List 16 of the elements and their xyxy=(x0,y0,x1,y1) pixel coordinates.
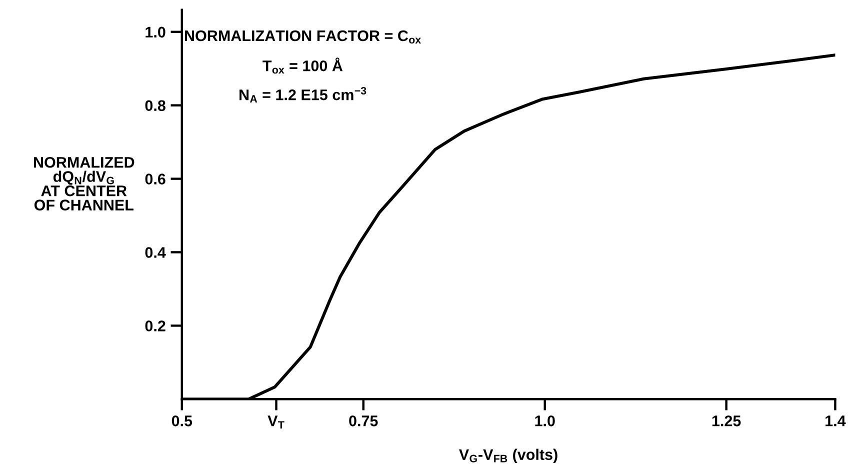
y-tick-label: 1.0 xyxy=(146,26,166,38)
y-tick-label: 0.8 xyxy=(145,100,166,112)
y-tick-label: 0.4 xyxy=(145,247,166,258)
x-axis-title: V$_{G}$-V$_{FB}$ (volts) xyxy=(459,448,558,464)
y-axis-title: NORMALIZED dQ$_{N}$/dV$_{G}$ AT CENTER OF CHANNEL xyxy=(34,156,134,210)
x-tick-label: 0.75 xyxy=(349,415,378,426)
x-tick-label: 1.0 xyxy=(535,415,555,426)
y-tick-label: 0.2 xyxy=(145,320,166,332)
y-tick-label: 0.6 xyxy=(145,174,166,184)
annotation: N$_{A}$ = 1.2 E15 cm$^{−3}$ xyxy=(240,86,366,103)
x-tick-label: 0.5 xyxy=(172,415,192,426)
x-tick-label: 1.25 xyxy=(712,415,741,426)
annotation: NORMALIZATION FACTOR = C$_{ox}$ xyxy=(185,30,422,44)
x-tick-label: 1.4 xyxy=(826,416,846,426)
annotation: T$_{ox}$ = 100 Å xyxy=(262,58,343,74)
x-tick-label: V$_{T}$ xyxy=(268,416,284,429)
